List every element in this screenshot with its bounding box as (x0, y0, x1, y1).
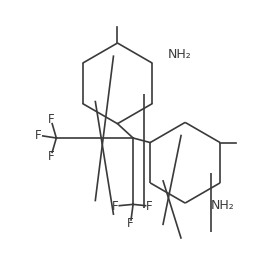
Text: F: F (145, 200, 152, 214)
Text: F: F (48, 150, 55, 163)
Text: F: F (127, 218, 134, 230)
Text: F: F (35, 129, 41, 142)
Text: NH₂: NH₂ (211, 199, 235, 211)
Text: F: F (112, 200, 118, 214)
Text: F: F (48, 113, 55, 126)
Text: NH₂: NH₂ (168, 48, 192, 60)
